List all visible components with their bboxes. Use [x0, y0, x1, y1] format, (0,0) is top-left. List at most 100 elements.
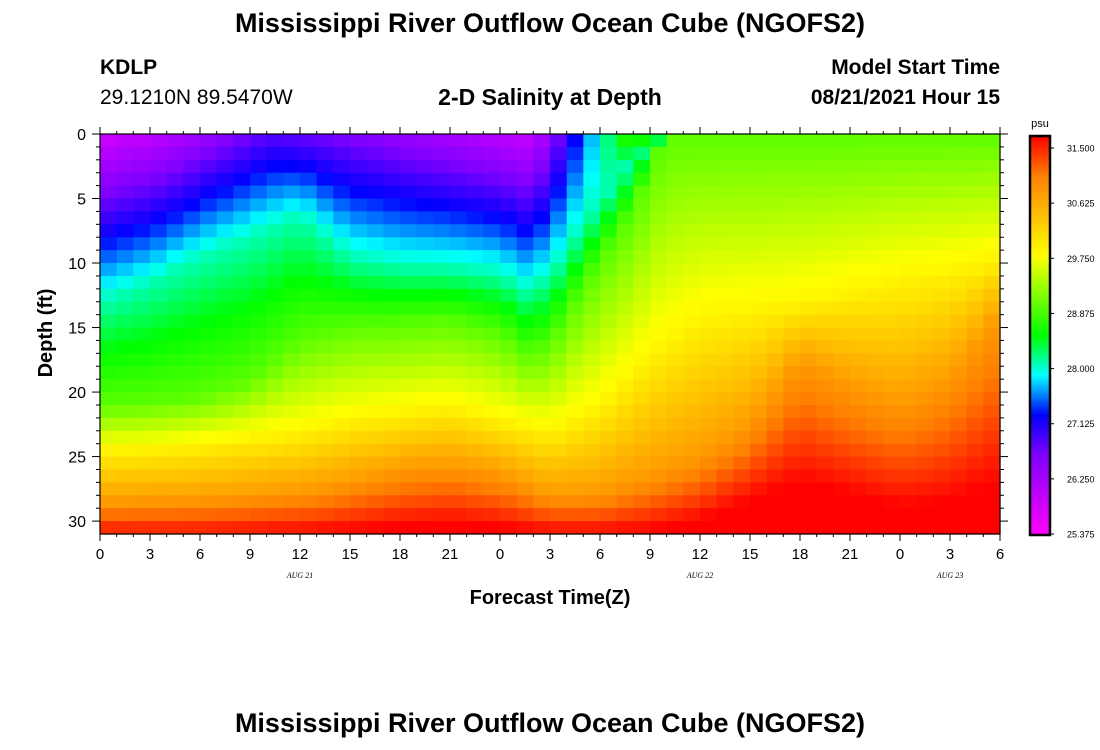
heatmap-cell [750, 237, 768, 251]
heatmap-cell [250, 495, 268, 509]
heatmap-cell [166, 379, 184, 393]
heatmap-cell [400, 404, 418, 419]
heatmap-cell [350, 146, 368, 161]
heatmap-cell [733, 392, 751, 406]
heatmap-cell [150, 275, 168, 290]
heatmap-cell [750, 495, 768, 509]
heatmap-cell [566, 430, 584, 445]
heatmap-cell [366, 430, 384, 445]
heatmap-cell [800, 237, 818, 251]
heatmap-cell [650, 521, 668, 535]
heatmap-cell [766, 211, 784, 225]
heatmap-cell [583, 172, 601, 187]
heatmap-cell [966, 288, 984, 303]
heatmap-cell [816, 250, 834, 264]
heatmap-cell [933, 237, 951, 251]
heatmap-cell [616, 263, 634, 277]
heatmap-cell [283, 275, 301, 290]
heatmap-cell [283, 469, 301, 483]
x-tick-label: 9 [646, 546, 654, 563]
heatmap-cell [450, 146, 468, 161]
heatmap-cell [133, 469, 151, 483]
heatmap-cell [100, 482, 118, 496]
heatmap-cell [233, 443, 251, 458]
heatmap-cell [600, 508, 618, 522]
heatmap-cell [400, 456, 418, 471]
heatmap-cell [933, 172, 951, 187]
heatmap-cell [300, 263, 318, 277]
heatmap-cell [683, 314, 701, 329]
heatmap-cell [383, 263, 401, 277]
heatmap-cell [850, 275, 868, 290]
heatmap-cell [350, 366, 368, 380]
heatmap-cell [633, 250, 651, 264]
heatmap-cell [600, 314, 618, 329]
heatmap-cell [383, 224, 401, 238]
heatmap-cell [983, 353, 1001, 367]
heatmap-cell [316, 159, 334, 174]
heatmap-cell [316, 353, 334, 367]
heatmap-cell [700, 430, 718, 445]
heatmap-cell [200, 159, 218, 174]
heatmap-cell [133, 211, 151, 225]
heatmap-cell [683, 172, 701, 187]
heatmap-cell [116, 134, 134, 148]
heatmap-cell [550, 250, 568, 264]
heatmap-cell [733, 237, 751, 251]
x-tick-label: 21 [842, 546, 859, 563]
heatmap-cell [566, 198, 584, 213]
heatmap-cell [200, 417, 218, 432]
heatmap-cell [800, 275, 818, 290]
heatmap-cell [333, 443, 351, 458]
heatmap-cell [750, 211, 768, 225]
heatmap-cell [450, 404, 468, 419]
heatmap-cell [250, 146, 268, 161]
heatmap-cell [966, 146, 984, 161]
heatmap-cell [650, 456, 668, 471]
heatmap-cell [650, 482, 668, 496]
heatmap-cell [300, 250, 318, 264]
heatmap-cell [200, 430, 218, 445]
heatmap-cell [150, 263, 168, 277]
heatmap-cell [333, 521, 351, 535]
heatmap-cell [883, 430, 901, 445]
heatmap-cell [616, 353, 634, 367]
chart-title: Mississippi River Outflow Ocean Cube (NG… [234, 8, 866, 38]
heatmap-cell [550, 275, 568, 290]
heatmap-cell [950, 146, 968, 161]
heatmap-cell [583, 198, 601, 213]
heatmap-cell [933, 134, 951, 148]
heatmap-cell [750, 404, 768, 419]
model-start-time: 08/21/2021 Hour 15 [810, 86, 1000, 109]
heatmap-cell [316, 469, 334, 483]
heatmap-cell [366, 469, 384, 483]
heatmap-cell [283, 404, 301, 419]
heatmap-cell [933, 146, 951, 161]
heatmap-cell [833, 508, 851, 522]
heatmap-cell [216, 146, 234, 161]
heatmap-cell [800, 521, 818, 535]
heatmap-cell [500, 366, 518, 380]
heatmap-cell [350, 430, 368, 445]
heatmap-cell [183, 250, 201, 264]
heatmap-cell [483, 275, 501, 290]
heatmap-cell [150, 508, 168, 522]
heatmap-cell [700, 288, 718, 303]
heatmap-cell [116, 237, 134, 251]
heatmap-cell [500, 508, 518, 522]
heatmap-cell [750, 443, 768, 458]
heatmap-cell [133, 495, 151, 509]
heatmap-cell [583, 469, 601, 483]
heatmap-cell [166, 314, 184, 329]
heatmap-cell [633, 456, 651, 471]
heatmap-cell [483, 159, 501, 174]
heatmap-cell [883, 327, 901, 342]
heatmap-cell [866, 198, 884, 213]
heatmap-cell [300, 185, 318, 200]
heatmap-cell [350, 211, 368, 225]
heatmap-cell [516, 353, 534, 367]
heatmap-cell [233, 327, 251, 342]
heatmap-cell [350, 508, 368, 522]
heatmap-cell [200, 340, 218, 354]
heatmap-cell [250, 224, 268, 238]
